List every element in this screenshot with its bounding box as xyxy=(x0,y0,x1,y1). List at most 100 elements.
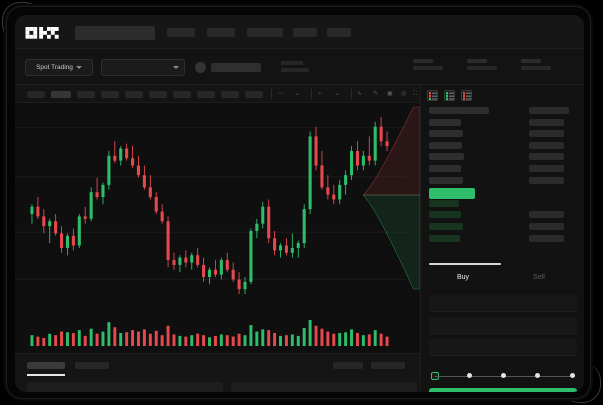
indicators-icon[interactable]: ⌁ xyxy=(318,91,322,97)
orderbook-amount-bar xyxy=(529,141,564,149)
percent-node-50[interactable] xyxy=(501,373,506,378)
nav-item-4[interactable] xyxy=(293,28,317,37)
chevron-down-icon[interactable]: ⌄ xyxy=(295,91,301,97)
candles-icon[interactable]: ⋯ xyxy=(278,91,284,97)
timeframe-button-9[interactable] xyxy=(221,91,239,98)
orderbook-both-icon[interactable] xyxy=(427,90,438,101)
amount-field[interactable] xyxy=(429,317,577,334)
tab-open-orders[interactable] xyxy=(27,362,65,369)
tab-sell[interactable]: Sell xyxy=(533,274,545,281)
stat-2-label xyxy=(467,59,487,63)
orderbook-amount-bar xyxy=(529,153,564,161)
volume-chart xyxy=(15,308,420,353)
tab-order-history[interactable] xyxy=(75,362,109,369)
percent-node-25[interactable] xyxy=(467,373,472,378)
orders-panel-right xyxy=(231,382,417,392)
timeframe-button-10[interactable] xyxy=(245,91,263,98)
tablet-bezel: Spot Trading xyxy=(6,6,591,399)
bottom-action-2[interactable] xyxy=(371,362,405,369)
nav-item-2[interactable] xyxy=(207,28,235,37)
stat-3-label xyxy=(521,59,541,63)
fullscreen-icon[interactable]: ⛶ xyxy=(413,91,418,97)
orderbook-bid-row[interactable] xyxy=(421,222,584,235)
orderbook-asks-icon[interactable] xyxy=(461,90,472,101)
timeframe-button-4[interactable] xyxy=(101,91,119,98)
order-side-tabs: Buy Sell xyxy=(421,271,584,291)
price-chart[interactable] xyxy=(15,103,420,308)
stat-2-value xyxy=(467,66,497,70)
depth-chart-overlay xyxy=(362,106,420,290)
timeframe-button-2[interactable] xyxy=(51,91,71,98)
orderbook-ask-row[interactable] xyxy=(421,153,584,165)
okx-logo-icon[interactable] xyxy=(25,27,65,40)
orderbook-price-bar xyxy=(429,211,461,219)
percent-slider[interactable] xyxy=(431,372,575,380)
orderbook-header-row[interactable] xyxy=(421,107,584,119)
market-type-label: Spot Trading xyxy=(36,64,73,71)
orderbook-ask-row[interactable] xyxy=(421,130,584,142)
timeframe-button-3[interactable] xyxy=(77,91,95,98)
orderbook-rows xyxy=(421,107,584,246)
stat-1 xyxy=(413,59,443,70)
timeframe-button-6[interactable] xyxy=(149,91,167,98)
orderbook-price-bar xyxy=(429,141,462,149)
last-price-value xyxy=(211,63,261,72)
toolbar-divider-1 xyxy=(271,89,272,99)
chevron-down-icon-2[interactable]: ⌄ xyxy=(335,91,341,97)
camera-icon[interactable]: ▣ xyxy=(387,91,393,97)
orderbook-spread-row[interactable] xyxy=(421,188,584,200)
stat-2 xyxy=(467,59,497,70)
nav-item-1[interactable] xyxy=(167,28,195,37)
orderbook-bid-row[interactable] xyxy=(421,199,584,212)
stat-1-label xyxy=(413,59,433,63)
percent-node-100[interactable] xyxy=(570,373,575,378)
orderbook-price-bar xyxy=(429,164,461,172)
nav-item-5[interactable] xyxy=(327,28,351,37)
line-tool-icon[interactable]: ∿ xyxy=(357,91,363,97)
orderbook-price-bar xyxy=(429,176,463,184)
orderbook-ask-row[interactable] xyxy=(421,176,584,189)
orderbook-ask-row[interactable] xyxy=(421,118,584,131)
orderbook-ask-row[interactable] xyxy=(421,164,584,177)
volume-series xyxy=(30,320,389,346)
orderbook-price-bar xyxy=(429,222,463,230)
orderbook-bid-row[interactable] xyxy=(421,234,584,247)
orderbook-price-bar xyxy=(429,153,464,161)
orderbook-bids-icon[interactable] xyxy=(444,90,455,101)
pencil-icon[interactable]: ✎ xyxy=(373,91,379,97)
timeframe-button-8[interactable] xyxy=(197,91,215,98)
orderbook-scrollbar[interactable] xyxy=(429,263,501,265)
tab-buy[interactable]: Buy xyxy=(456,274,470,281)
nav-search-pill[interactable] xyxy=(75,26,155,40)
orderbook-ask-row[interactable] xyxy=(421,141,584,154)
orderbook-amount-bar xyxy=(529,118,564,126)
timeframe-button-7[interactable] xyxy=(173,91,191,98)
stat-3-value xyxy=(521,66,551,70)
price-change-label xyxy=(281,61,303,65)
orderbook-amount-bar xyxy=(529,164,564,172)
market-type-dropdown[interactable]: Spot Trading xyxy=(25,59,93,76)
orderbook-price-bar xyxy=(429,199,459,207)
coin-avatar xyxy=(195,62,206,73)
orderbook-amount-bar xyxy=(529,211,564,219)
timeframe-button-5[interactable] xyxy=(125,91,143,98)
app-screen: Spot Trading xyxy=(15,15,584,392)
percent-node-75[interactable] xyxy=(535,373,540,378)
stat-1-value xyxy=(413,66,443,70)
order-book-panel: Buy Sell xyxy=(420,85,584,392)
settings-icon[interactable]: ◎ xyxy=(401,91,407,97)
top-navigation-bar xyxy=(15,15,584,49)
price-field[interactable] xyxy=(429,295,577,312)
chevron-down-icon xyxy=(173,66,179,69)
orderbook-price-bar xyxy=(429,188,475,200)
buy-submit-button[interactable] xyxy=(429,388,577,392)
total-field[interactable] xyxy=(429,339,577,356)
nav-item-3[interactable] xyxy=(247,28,283,37)
orderbook-price-bar xyxy=(429,118,461,126)
orderbook-price-bar xyxy=(429,107,489,114)
orderbook-bid-row[interactable] xyxy=(421,211,584,223)
bottom-action-1[interactable] xyxy=(333,362,363,369)
trading-pair-dropdown[interactable] xyxy=(101,59,185,76)
timeframe-button-1[interactable] xyxy=(27,91,45,98)
